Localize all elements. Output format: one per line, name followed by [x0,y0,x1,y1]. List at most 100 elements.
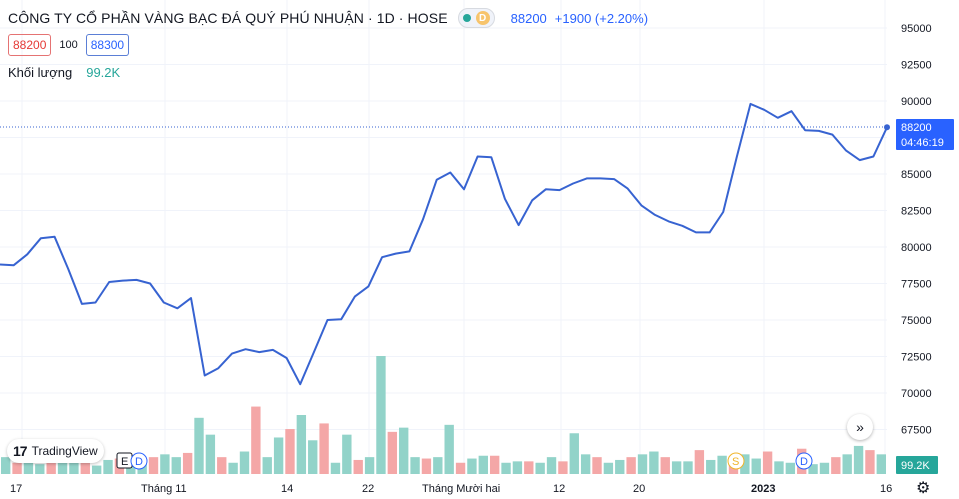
volume-bar [637,454,648,474]
volume-legend-label: Khối lượng [8,65,73,80]
volume-bar [399,427,409,474]
volume-bar [433,457,443,474]
price-tick-label: 80000 [901,242,932,254]
time-tick-label: 12 [553,483,565,495]
earnings-marker-letter: E [121,456,128,468]
time-tick-label: 20 [633,483,645,495]
double-chevron-right-icon: » [856,419,864,435]
time-tick-label: 22 [362,483,374,495]
countdown-label: 04:46:19 [901,137,944,149]
volume-bar [455,462,466,474]
volume-bar [751,458,761,474]
volume-bar [785,462,796,474]
volume-bar [535,462,545,474]
volume-bar [717,455,727,474]
tradingview-logo-text: TradingView [31,444,98,458]
volume-bar [273,437,284,474]
last-price-label-bg [896,119,954,150]
time-axis[interactable]: 17 Tháng 11 14 22 Tháng Mười hai 12 20 2023 16 [10,483,892,495]
last-price-point [884,124,890,131]
price-tick-label: 92500 [901,60,932,72]
symbol-title[interactable]: CÔNG TY CỔ PHẦN VÀNG BẠC ĐÁ QUÝ PHÚ NHUẬ… [8,10,448,26]
volume-bar [512,461,523,474]
volume-bar [330,462,341,474]
volume-bar [592,457,602,474]
volume-bar [808,464,818,474]
time-tick-label: 14 [281,483,293,495]
time-tick-label: 17 [10,483,22,495]
volume-label-bg [896,456,938,474]
price-tick-label: 70000 [901,388,932,400]
market-open-dot-icon [462,14,471,22]
volume-bar [421,458,432,474]
volume-bar [558,461,568,474]
price-line [0,102,888,386]
volume-bar [319,423,329,474]
grid-lines [0,0,887,474]
volume-bar [489,455,500,474]
volume-bar [194,417,204,474]
dividend-marker-letter: D [135,456,143,468]
volume-bar [876,454,886,474]
volume-bar [353,459,363,474]
chart-settings-gear-icon[interactable]: ⚙ [916,480,931,497]
split-marker[interactable]: S [727,452,745,470]
price-tick-label: 75000 [901,315,932,327]
volume-bar [478,455,488,474]
volume-legend[interactable]: Khối lượng 99.2K [8,65,120,80]
volume-legend-value: 99.2K [86,65,121,80]
volume-bar [217,457,227,474]
scroll-to-realtime-button[interactable]: » [847,414,873,440]
volume-bar [762,451,773,474]
volume-bar [228,462,238,474]
dividend-marker-letter: D [800,456,808,468]
volume-bar [23,461,34,474]
volume-bar [831,457,841,474]
volume-bar [12,462,22,474]
earnings-marker[interactable]: E [116,452,133,469]
order-quantity[interactable]: 100 [59,39,78,51]
volume-bar [603,462,614,474]
volume-bar [205,434,216,474]
volume-bar [774,461,784,474]
volume-bar [239,451,250,474]
volume-bar [1,457,11,474]
volume-bar [80,462,90,474]
volume-bar [865,450,875,474]
volume-bar [626,457,636,474]
time-tick-label: 2023 [751,483,775,495]
order-panel: 88200 100 88300 [8,34,130,56]
volume-bar [853,445,864,474]
volume-bar [285,429,295,474]
price-axis[interactable]: 9500092500900008750085000825008000077500… [901,23,932,437]
price-change: +1900 (+2.20%) [554,10,649,26]
split-marker-letter: S [732,456,739,468]
volume-bar [615,459,625,474]
volume-bar [706,459,716,474]
price-tick-label: 77500 [901,279,932,291]
chart-header: CÔNG TY CỔ PHẦN VÀNG BẠC ĐÁ QUÝ PHÚ NHUẬ… [8,8,648,28]
buy-button[interactable]: 88300 [85,34,130,56]
last-price-label: 88200 [901,122,932,134]
volume-bar [467,458,477,474]
price-tick-label: 90000 [901,96,932,108]
volume-bar [376,356,386,474]
volume-bar [91,465,102,474]
volume-bar [171,457,181,474]
volume-bar [296,415,307,474]
dividend-marker-2[interactable]: D [795,452,813,470]
sell-button[interactable]: 88200 [8,34,52,56]
time-tick-label: Tháng Mười hai [422,483,500,495]
market-status-pill[interactable]: D [457,8,495,28]
last-price: 88200 [510,10,547,26]
volume-bar [182,452,193,474]
volume-bar [569,433,579,474]
volume-bar [842,454,852,474]
price-tick-label: 85000 [901,169,932,181]
price-tick-label: 82500 [901,206,932,218]
time-tick-label: 16 [880,483,892,495]
tradingview-logo[interactable]: 17 TradingView [7,439,104,463]
dividend-marker-1[interactable]: D [130,452,148,470]
volume-bar [740,454,750,474]
